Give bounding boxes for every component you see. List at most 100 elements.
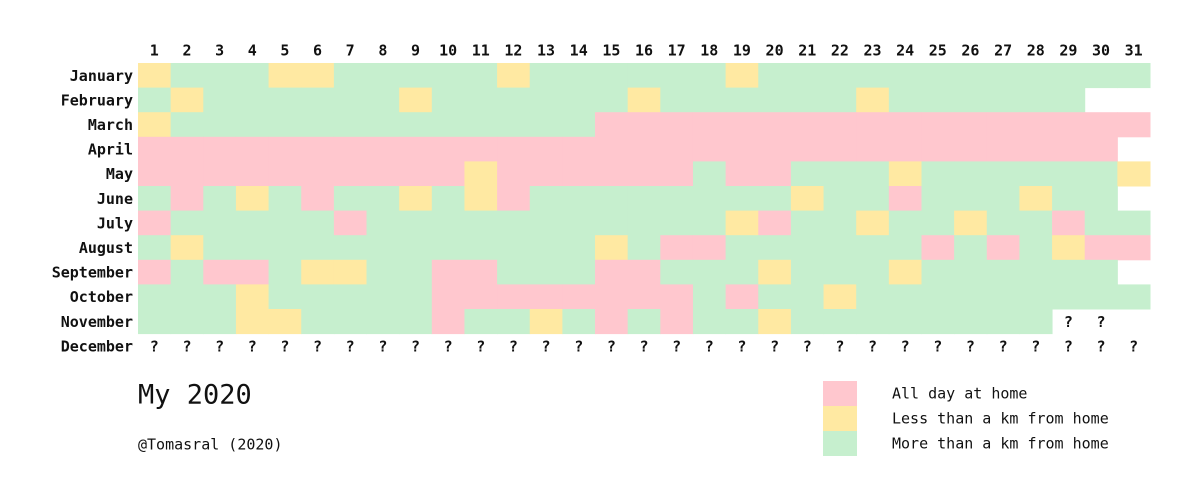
day-cell xyxy=(399,186,433,212)
day-cell xyxy=(1019,112,1053,138)
day-cell xyxy=(660,284,694,310)
day-cell xyxy=(268,161,302,187)
day-label: 28 xyxy=(1027,42,1045,60)
day-cell xyxy=(595,136,629,162)
day-cell xyxy=(235,87,270,113)
day-label: 27 xyxy=(994,42,1012,60)
day-cell xyxy=(529,259,563,285)
day-cell xyxy=(660,63,694,89)
day-cell xyxy=(497,161,531,187)
month-label: June xyxy=(97,190,133,208)
day-cell xyxy=(268,63,302,89)
month-label: September xyxy=(52,264,133,282)
unknown-day: ? xyxy=(1097,313,1106,331)
day-cell xyxy=(627,235,661,261)
day-cell xyxy=(888,210,922,236)
day-cell xyxy=(823,87,857,113)
day-cell xyxy=(921,186,955,212)
day-cell xyxy=(529,309,563,335)
day-label: 8 xyxy=(378,42,387,60)
day-cell xyxy=(333,186,368,212)
day-cell xyxy=(333,87,368,113)
day-label: 30 xyxy=(1092,42,1110,60)
day-label: 3 xyxy=(215,42,224,60)
day-cell xyxy=(692,284,727,310)
day-cell xyxy=(203,63,237,89)
day-cell xyxy=(595,284,629,310)
day-cell xyxy=(921,259,955,285)
day-cell xyxy=(725,186,759,212)
day-cell xyxy=(888,63,922,89)
day-cell xyxy=(431,136,465,162)
day-cell xyxy=(627,161,661,187)
day-cell xyxy=(660,235,694,261)
day-cell xyxy=(595,112,629,138)
day-cell xyxy=(986,87,1020,113)
day-cell xyxy=(856,284,890,310)
day-label: 6 xyxy=(313,42,322,60)
day-cell xyxy=(268,309,302,335)
day-cell xyxy=(366,210,400,236)
day-label: 22 xyxy=(831,42,849,60)
day-cell xyxy=(986,112,1020,138)
unknown-day: ? xyxy=(1129,337,1138,355)
day-cell xyxy=(986,210,1020,236)
day-cell xyxy=(856,210,890,236)
unknown-day: ? xyxy=(770,337,779,355)
day-cell xyxy=(758,87,792,113)
day-cell xyxy=(170,284,204,310)
day-cell xyxy=(301,309,335,335)
day-label: 23 xyxy=(863,42,881,60)
day-cell xyxy=(170,136,204,162)
unknown-day: ? xyxy=(476,337,485,355)
day-cell xyxy=(595,235,629,261)
day-cell xyxy=(627,112,661,138)
day-label: 1 xyxy=(150,42,159,60)
day-cell xyxy=(790,235,825,261)
day-cell xyxy=(1084,161,1118,187)
day-cell xyxy=(203,309,237,335)
day-cell xyxy=(692,87,727,113)
day-cell xyxy=(954,235,988,261)
day-cell xyxy=(1117,112,1151,138)
day-cell xyxy=(203,136,237,162)
day-cell xyxy=(497,210,531,236)
day-cell xyxy=(301,161,335,187)
day-cell xyxy=(562,87,596,113)
day-cell xyxy=(464,235,498,261)
day-cell xyxy=(235,309,270,335)
day-cell xyxy=(203,161,237,187)
month-label: October xyxy=(70,288,133,306)
day-cell xyxy=(235,210,270,236)
day-cell xyxy=(986,259,1020,285)
day-cell xyxy=(497,63,531,89)
day-cell xyxy=(170,112,204,138)
unknown-day: ? xyxy=(248,337,257,355)
day-cell xyxy=(529,136,563,162)
day-label: 26 xyxy=(961,42,979,60)
day-cell xyxy=(1019,210,1053,236)
day-cell xyxy=(758,161,792,187)
legend-label: Less than a km from home xyxy=(892,410,1109,428)
unknown-day: ? xyxy=(509,337,518,355)
unknown-day: ? xyxy=(966,337,975,355)
day-cell xyxy=(431,284,465,310)
day-cell xyxy=(986,235,1020,261)
day-cell xyxy=(399,136,433,162)
day-label: 17 xyxy=(668,42,686,60)
day-cell xyxy=(1019,161,1053,187)
day-cell xyxy=(921,309,955,335)
day-cell xyxy=(1052,210,1086,236)
day-cell xyxy=(823,309,857,335)
day-cell xyxy=(301,87,335,113)
unknown-day: ? xyxy=(574,337,583,355)
unknown-day: ? xyxy=(607,337,616,355)
day-label: 11 xyxy=(472,42,490,60)
day-cell xyxy=(660,309,694,335)
day-cell xyxy=(1052,136,1086,162)
day-cell xyxy=(692,63,727,89)
day-cell xyxy=(725,63,759,89)
day-cell xyxy=(725,87,759,113)
day-cell xyxy=(170,309,204,335)
day-cell xyxy=(431,235,465,261)
